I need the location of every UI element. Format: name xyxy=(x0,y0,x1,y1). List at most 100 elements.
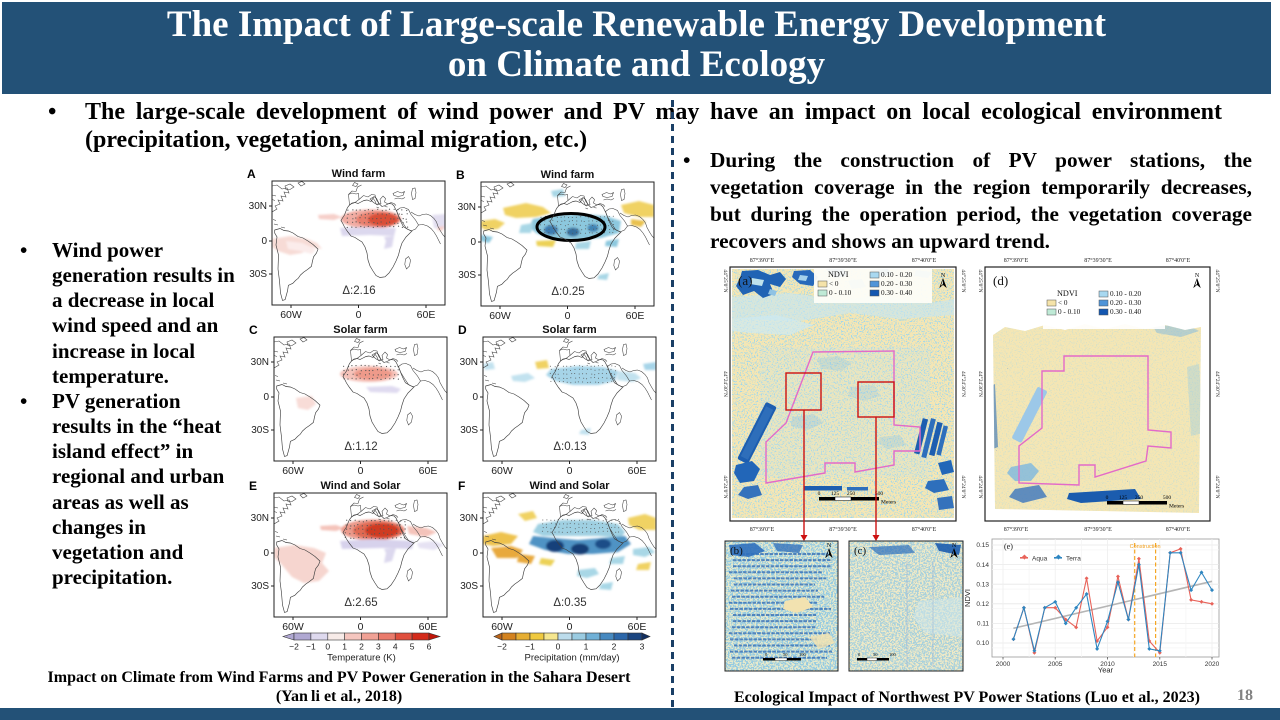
svg-text:30S: 30S xyxy=(251,581,269,592)
svg-text:87°39'0"E: 87°39'0"E xyxy=(750,257,775,264)
svg-text:NDVI: NDVI xyxy=(963,589,972,607)
svg-text:30N: 30N xyxy=(251,513,269,524)
svg-text:44°24'0"N: 44°24'0"N xyxy=(722,475,729,498)
svg-text:Δ:2.16: Δ:2.16 xyxy=(342,285,375,297)
svg-text:0: 0 xyxy=(818,491,821,497)
svg-text:(b): (b) xyxy=(730,545,743,557)
svg-text:(a): (a) xyxy=(738,273,752,288)
svg-text:Δ:0.35: Δ:0.35 xyxy=(553,597,586,609)
svg-text:0.10 - 0.20: 0.10 - 0.20 xyxy=(881,271,913,279)
svg-text:60E: 60E xyxy=(419,621,438,633)
svg-text:30S: 30S xyxy=(460,425,478,436)
svg-text:87°39'30"E: 87°39'30"E xyxy=(1084,257,1112,264)
svg-text:0: 0 xyxy=(765,652,768,657)
svg-text:87°39'30"E: 87°39'30"E xyxy=(829,526,857,533)
svg-text:Terra: Terra xyxy=(1066,556,1081,563)
svg-text:60E: 60E xyxy=(419,465,438,477)
svg-text:2005: 2005 xyxy=(1048,661,1063,668)
svg-text:0: 0 xyxy=(356,309,362,321)
svg-text:Aqua: Aqua xyxy=(1032,556,1048,563)
svg-text:< 0: < 0 xyxy=(1058,299,1068,307)
svg-text:3: 3 xyxy=(640,642,645,652)
svg-text:2000: 2000 xyxy=(996,661,1011,668)
svg-text:0 - 0.10: 0 - 0.10 xyxy=(829,289,852,297)
svg-text:A: A xyxy=(247,167,256,181)
svg-text:Temperature (K): Temperature (K) xyxy=(327,653,396,664)
svg-text:125: 125 xyxy=(831,491,840,497)
svg-text:Wind and Solar: Wind and Solar xyxy=(530,480,611,492)
svg-text:(c): (c) xyxy=(854,545,867,557)
svg-text:60W: 60W xyxy=(282,465,304,477)
svg-text:87°40'0"E: 87°40'0"E xyxy=(1166,257,1191,264)
svg-text:87°39'30"E: 87°39'30"E xyxy=(1084,526,1112,533)
svg-text:0: 0 xyxy=(556,642,561,652)
svg-text:30N: 30N xyxy=(460,357,478,368)
svg-text:0.14: 0.14 xyxy=(976,562,989,569)
svg-text:44°24'0"N: 44°24'0"N xyxy=(1214,475,1221,498)
svg-text:N: N xyxy=(827,543,832,549)
svg-text:0: 0 xyxy=(472,548,478,559)
svg-text:N: N xyxy=(1195,273,1200,279)
svg-text:6: 6 xyxy=(427,642,432,652)
svg-text:100: 100 xyxy=(799,652,807,657)
svg-text:60W: 60W xyxy=(491,621,513,633)
svg-text:100: 100 xyxy=(889,652,897,657)
svg-text:60E: 60E xyxy=(628,465,647,477)
svg-text:0: 0 xyxy=(358,465,364,477)
svg-text:Solar farm: Solar farm xyxy=(333,324,388,336)
svg-text:0.13: 0.13 xyxy=(976,581,989,588)
svg-text:250: 250 xyxy=(847,491,856,497)
svg-text:0: 0 xyxy=(263,392,269,403)
svg-text:NDVI: NDVI xyxy=(1057,289,1078,298)
svg-text:E: E xyxy=(249,479,257,493)
svg-text:Δ:0.13: Δ:0.13 xyxy=(553,441,586,453)
svg-text:0: 0 xyxy=(325,642,330,652)
svg-text:500: 500 xyxy=(875,491,884,497)
svg-text:0: 0 xyxy=(263,548,269,559)
svg-text:30N: 30N xyxy=(251,357,269,368)
svg-text:60E: 60E xyxy=(626,310,645,322)
svg-text:0.11: 0.11 xyxy=(977,621,990,628)
svg-text:Construction: Construction xyxy=(1130,544,1161,550)
svg-text:3: 3 xyxy=(376,642,381,652)
svg-text:0.12: 0.12 xyxy=(976,601,989,608)
svg-text:87°40'0"E: 87°40'0"E xyxy=(912,526,937,533)
svg-text:NDVI: NDVI xyxy=(828,270,849,279)
svg-text:50: 50 xyxy=(873,652,878,657)
svg-text:0: 0 xyxy=(358,621,364,633)
svg-text:500: 500 xyxy=(1163,495,1172,501)
svg-text:44°25'0"N: 44°25'0"N xyxy=(1214,269,1221,292)
svg-text:C: C xyxy=(249,323,258,337)
svg-text:0.10 - 0.20: 0.10 - 0.20 xyxy=(1110,290,1142,298)
svg-text:Wind and Solar: Wind and Solar xyxy=(321,480,402,492)
svg-text:−1: −1 xyxy=(525,642,535,652)
svg-text:30S: 30S xyxy=(458,270,476,281)
svg-text:5: 5 xyxy=(410,642,415,652)
svg-text:0: 0 xyxy=(472,392,478,403)
svg-text:Δ:2.65: Δ:2.65 xyxy=(344,597,377,609)
svg-text:0.30 - 0.40: 0.30 - 0.40 xyxy=(1110,308,1142,316)
svg-text:44°24'30"N: 44°24'30"N xyxy=(960,371,967,397)
svg-text:0: 0 xyxy=(567,465,573,477)
svg-text:D: D xyxy=(458,323,467,337)
svg-text:87°39'0"E: 87°39'0"E xyxy=(1004,257,1029,264)
svg-text:30S: 30S xyxy=(251,425,269,436)
svg-text:F: F xyxy=(458,479,465,493)
svg-text:N: N xyxy=(941,273,946,279)
svg-text:N: N xyxy=(952,543,957,549)
svg-text:30S: 30S xyxy=(249,269,267,280)
svg-text:Δ:1.12: Δ:1.12 xyxy=(344,441,377,453)
svg-text:Wind farm: Wind farm xyxy=(541,169,595,181)
svg-text:Wind farm: Wind farm xyxy=(332,168,386,180)
svg-text:0 - 0.10: 0 - 0.10 xyxy=(1058,308,1081,316)
svg-text:50: 50 xyxy=(783,652,788,657)
svg-text:60W: 60W xyxy=(489,310,511,322)
svg-text:0: 0 xyxy=(470,237,476,248)
svg-text:0: 0 xyxy=(261,236,267,247)
svg-text:87°39'0"E: 87°39'0"E xyxy=(750,526,775,533)
svg-text:−1: −1 xyxy=(306,642,316,652)
svg-text:Meters: Meters xyxy=(881,500,896,506)
svg-text:0.20 - 0.30: 0.20 - 0.30 xyxy=(881,280,913,288)
svg-text:Year: Year xyxy=(1098,666,1114,675)
svg-text:0.30 - 0.40: 0.30 - 0.40 xyxy=(881,289,913,297)
